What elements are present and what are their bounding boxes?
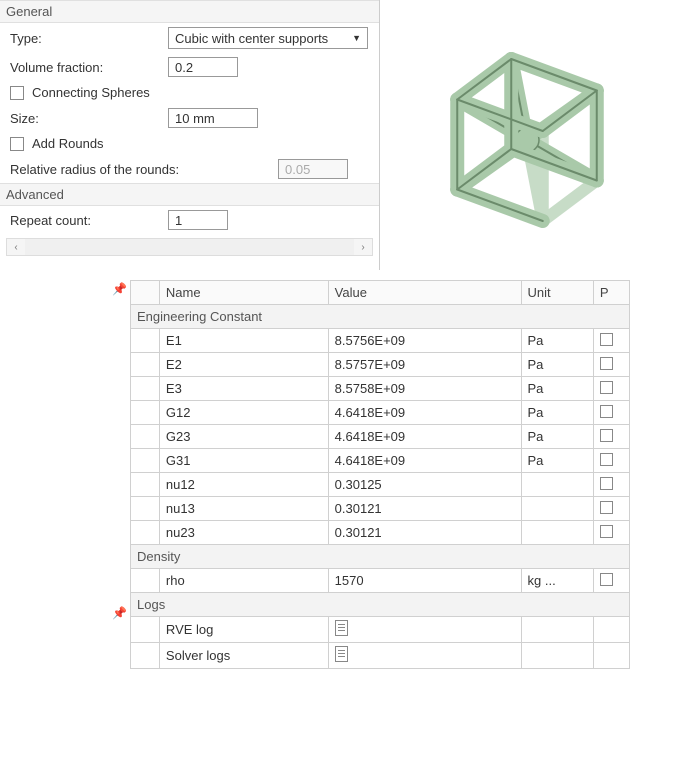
row-checkbox[interactable]: [600, 525, 613, 538]
table-row[interactable]: E18.5756E+09Pa: [131, 329, 630, 353]
table-group: Density: [131, 545, 630, 569]
table-row[interactable]: rho1570kg ...: [131, 569, 630, 593]
scroll-right-icon[interactable]: ›: [354, 239, 372, 255]
table-row[interactable]: G124.6418E+09Pa: [131, 401, 630, 425]
relative-radius-input: 0.05: [278, 159, 348, 179]
table-row[interactable]: RVE log: [131, 617, 630, 643]
table-row[interactable]: nu120.30125: [131, 473, 630, 497]
connecting-spheres-label: Connecting Spheres: [32, 85, 150, 100]
row-checkbox[interactable]: [600, 381, 613, 394]
relative-radius-value: 0.05: [285, 162, 310, 177]
cube-preview: [397, 0, 657, 270]
document-icon[interactable]: [335, 620, 348, 636]
table-col-unit: Unit: [521, 281, 593, 305]
section-advanced: Advanced: [0, 183, 379, 206]
table-row[interactable]: E28.5757E+09Pa: [131, 353, 630, 377]
scroll-left-icon[interactable]: ‹: [7, 239, 25, 255]
row-checkbox[interactable]: [600, 477, 613, 490]
volume-fraction-value: 0.2: [175, 60, 193, 75]
row-checkbox[interactable]: [600, 357, 613, 370]
volume-fraction-label: Volume fraction:: [10, 60, 160, 75]
table-col-value: Value: [328, 281, 521, 305]
table-row[interactable]: nu230.30121: [131, 521, 630, 545]
add-rounds-label: Add Rounds: [32, 136, 104, 151]
section-general: General: [0, 0, 379, 23]
type-label: Type:: [10, 31, 160, 46]
type-select[interactable]: Cubic with center supports: [168, 27, 368, 49]
pin-icon[interactable]: 📌: [112, 606, 127, 620]
properties-panel: General Type: Cubic with center supports…: [0, 0, 380, 270]
connecting-spheres-checkbox[interactable]: [10, 86, 24, 100]
table-row[interactable]: G234.6418E+09Pa: [131, 425, 630, 449]
properties-table: Name Value Unit P Engineering ConstantE1…: [130, 280, 630, 669]
row-checkbox[interactable]: [600, 453, 613, 466]
repeat-count-value: 1: [175, 213, 182, 228]
table-col-name: Name: [159, 281, 328, 305]
type-select-value: Cubic with center supports: [175, 31, 328, 46]
table-group: Engineering Constant: [131, 305, 630, 329]
preview-viewport[interactable]: [380, 0, 673, 270]
row-checkbox[interactable]: [600, 405, 613, 418]
horizontal-scrollbar[interactable]: ‹ ›: [6, 238, 373, 256]
add-rounds-checkbox[interactable]: [10, 137, 24, 151]
size-label: Size:: [10, 111, 160, 126]
table-col-icon: [131, 281, 160, 305]
size-input[interactable]: 10 mm: [168, 108, 258, 128]
table-row[interactable]: nu130.30121: [131, 497, 630, 521]
row-checkbox[interactable]: [600, 429, 613, 442]
document-icon[interactable]: [335, 646, 348, 662]
size-value: 10 mm: [175, 111, 215, 126]
row-checkbox[interactable]: [600, 501, 613, 514]
repeat-count-input[interactable]: 1: [168, 210, 228, 230]
row-checkbox[interactable]: [600, 573, 613, 586]
row-checkbox[interactable]: [600, 333, 613, 346]
table-row[interactable]: E38.5758E+09Pa: [131, 377, 630, 401]
relative-radius-label: Relative radius of the rounds:: [10, 162, 270, 177]
pin-icon[interactable]: 📌: [112, 282, 127, 296]
volume-fraction-input[interactable]: 0.2: [168, 57, 238, 77]
repeat-count-label: Repeat count:: [10, 213, 160, 228]
table-group: Logs: [131, 593, 630, 617]
table-row[interactable]: G314.6418E+09Pa: [131, 449, 630, 473]
table-row[interactable]: Solver logs: [131, 643, 630, 669]
table-col-p: P: [593, 281, 629, 305]
